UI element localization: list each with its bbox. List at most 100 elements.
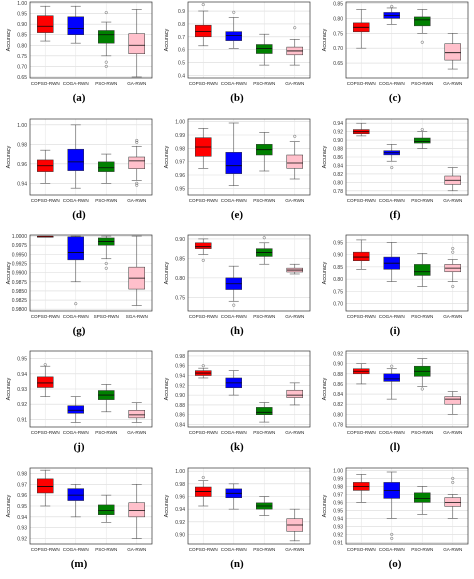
y-tick-label: 0.75 bbox=[333, 31, 343, 37]
panel-label: (o) bbox=[388, 558, 402, 570]
x-tick-label: GA-RWN bbox=[285, 547, 304, 552]
panel-label: (n) bbox=[230, 558, 244, 570]
outlier-point bbox=[390, 532, 394, 536]
x-tick-label: GA-RWN bbox=[127, 430, 146, 435]
y-tick-label: 0.90 bbox=[333, 362, 343, 368]
outlier-point bbox=[451, 480, 455, 484]
y-tick-label: 0.92 bbox=[333, 352, 343, 358]
y-tick-label: 0.91 bbox=[17, 417, 27, 423]
y-tick-label: 0.9875 bbox=[12, 280, 28, 286]
outlier-point bbox=[390, 364, 394, 368]
y-tick-label: 0.85 bbox=[333, 265, 343, 271]
x-tick-label: PSO-RWN bbox=[411, 198, 433, 203]
x-tick-label: GA-RWN bbox=[285, 430, 304, 435]
x-tick-label: COPSO-RWN bbox=[347, 314, 376, 319]
x-tick-label: GA-RWN bbox=[443, 198, 462, 203]
y-tick-label: 0.94 bbox=[17, 515, 27, 521]
y-axis-label: Accuracy bbox=[164, 261, 170, 284]
y-tick-label: 0.80 bbox=[333, 412, 343, 418]
box bbox=[414, 492, 431, 503]
panel-i: 0.95 0.90 0.85 0.80 0.75 0.70 Accuracy COPSO-RW… bbox=[322, 234, 469, 319]
y-tick-label: 0.9925 bbox=[12, 262, 28, 268]
box bbox=[67, 148, 84, 171]
outlier-point bbox=[390, 166, 394, 170]
x-tick-label: COPSO-RWN bbox=[189, 547, 218, 552]
x-tick-label: COGA-RWN bbox=[63, 81, 89, 86]
outlier-point bbox=[451, 284, 455, 289]
box bbox=[98, 30, 115, 44]
outlier-point bbox=[104, 11, 108, 15]
outlier-point bbox=[293, 134, 297, 138]
y-tick-label: 1.00 bbox=[175, 120, 185, 126]
x-tick-label: COPSO-RWN bbox=[347, 198, 376, 203]
x-tick-label: COPSO-RWN bbox=[31, 81, 60, 86]
box bbox=[444, 43, 461, 61]
y-tick-label: 0.97 bbox=[175, 160, 185, 166]
y-axis-label: Accuracy bbox=[6, 28, 12, 51]
x-tick-label: SGA-RWN bbox=[126, 314, 148, 319]
y-tick-label: 0.90 bbox=[17, 22, 27, 28]
y-tick-label: 0.88 bbox=[333, 372, 343, 378]
y-tick-label: 0.9975 bbox=[12, 243, 28, 249]
y-tick-label: 1.0000 bbox=[12, 234, 28, 240]
plot-frame bbox=[29, 234, 153, 312]
outlier-point bbox=[201, 364, 205, 368]
plot-frame bbox=[187, 118, 311, 196]
x-tick-label: PSO-RWN bbox=[411, 314, 433, 319]
box bbox=[414, 264, 431, 276]
panel-e: 1.00 0.99 0.98 0.97 0.96 0.95 Accuracy COPSO-RW… bbox=[164, 118, 311, 203]
y-tick-label: 0.65 bbox=[17, 75, 27, 81]
y-tick-label: 0.85 bbox=[333, 1, 343, 7]
x-tick-label: COGA-RWN bbox=[221, 314, 247, 319]
outlier-point bbox=[201, 258, 205, 262]
panel-d: 1.00 0.98 0.96 0.94 Accuracy COPSO-RWN COGA-RW… bbox=[6, 118, 153, 203]
y-tick-label: 0.93 bbox=[17, 526, 27, 532]
outlier-point bbox=[104, 64, 108, 68]
x-tick-label: COPSO-RWN bbox=[189, 314, 218, 319]
outlier-point bbox=[451, 250, 455, 254]
panel-g: 1.0000 0.9975 0.9950 0.9925 0.9900 0.9875 0.98… bbox=[6, 234, 153, 319]
y-tick-label: 1.00 bbox=[17, 123, 27, 129]
y-axis-label: Accuracy bbox=[164, 145, 170, 168]
y-tick-label: 0.84 bbox=[333, 163, 343, 169]
outlier-point bbox=[201, 475, 205, 480]
x-tick-label: COPSO-RWN bbox=[347, 430, 376, 435]
y-axis-label: Accuracy bbox=[322, 377, 328, 400]
box bbox=[414, 137, 431, 144]
box bbox=[128, 410, 145, 419]
x-tick-label: GA-RWN bbox=[443, 430, 462, 435]
panel-label: (f) bbox=[389, 209, 401, 221]
y-tick-label: 0.88 bbox=[175, 403, 185, 409]
y-axis-label: Accuracy bbox=[164, 377, 170, 400]
panel-label: (m) bbox=[70, 558, 88, 570]
y-tick-label: 0.70 bbox=[333, 302, 343, 308]
x-tick-label: COGA-RWN bbox=[221, 547, 247, 552]
panel-o: 1.00 0.99 0.98 0.97 0.96 0.95 0.94 0.93 0.92 0.91… bbox=[322, 467, 469, 552]
y-tick-label: 0.98 bbox=[175, 146, 185, 152]
x-tick-label: SPSO-RWN bbox=[94, 314, 119, 319]
panel-c: 0.85 0.80 0.75 0.70 0.65 Accuracy COPSO-RWN COG… bbox=[322, 1, 469, 86]
x-tick-label: COPSO-RWN bbox=[31, 314, 60, 319]
x-tick-label: GA-RWN bbox=[285, 314, 304, 319]
outlier-point bbox=[420, 40, 424, 44]
panel-label: (a) bbox=[72, 92, 86, 104]
outlier-point bbox=[451, 246, 455, 251]
panel-m: 0.98 0.97 0.96 0.95 0.94 0.93 0.92 Accuracy COPS… bbox=[6, 467, 153, 552]
box bbox=[98, 161, 115, 172]
x-tick-label: COGA-RWN bbox=[221, 198, 247, 203]
panel-label: (e) bbox=[230, 209, 244, 221]
y-tick-label: 0.97 bbox=[333, 492, 343, 498]
x-tick-label: COGA-RWN bbox=[63, 547, 89, 552]
plot-frame bbox=[345, 234, 469, 312]
panel-a: 1.00 0.95 0.90 0.85 0.80 0.75 0.70 0.65 Accuracy… bbox=[6, 1, 153, 86]
y-tick-label: 0.84 bbox=[175, 423, 185, 429]
box bbox=[195, 24, 212, 38]
plot-frame bbox=[345, 118, 469, 196]
y-tick-label: 0.99 bbox=[333, 476, 343, 482]
y-tick-label: 1.00 bbox=[17, 1, 27, 7]
box bbox=[256, 407, 273, 415]
y-tick-label: 0.82 bbox=[333, 172, 343, 178]
box bbox=[225, 31, 242, 41]
y-tick-label: 0.94 bbox=[17, 181, 27, 187]
